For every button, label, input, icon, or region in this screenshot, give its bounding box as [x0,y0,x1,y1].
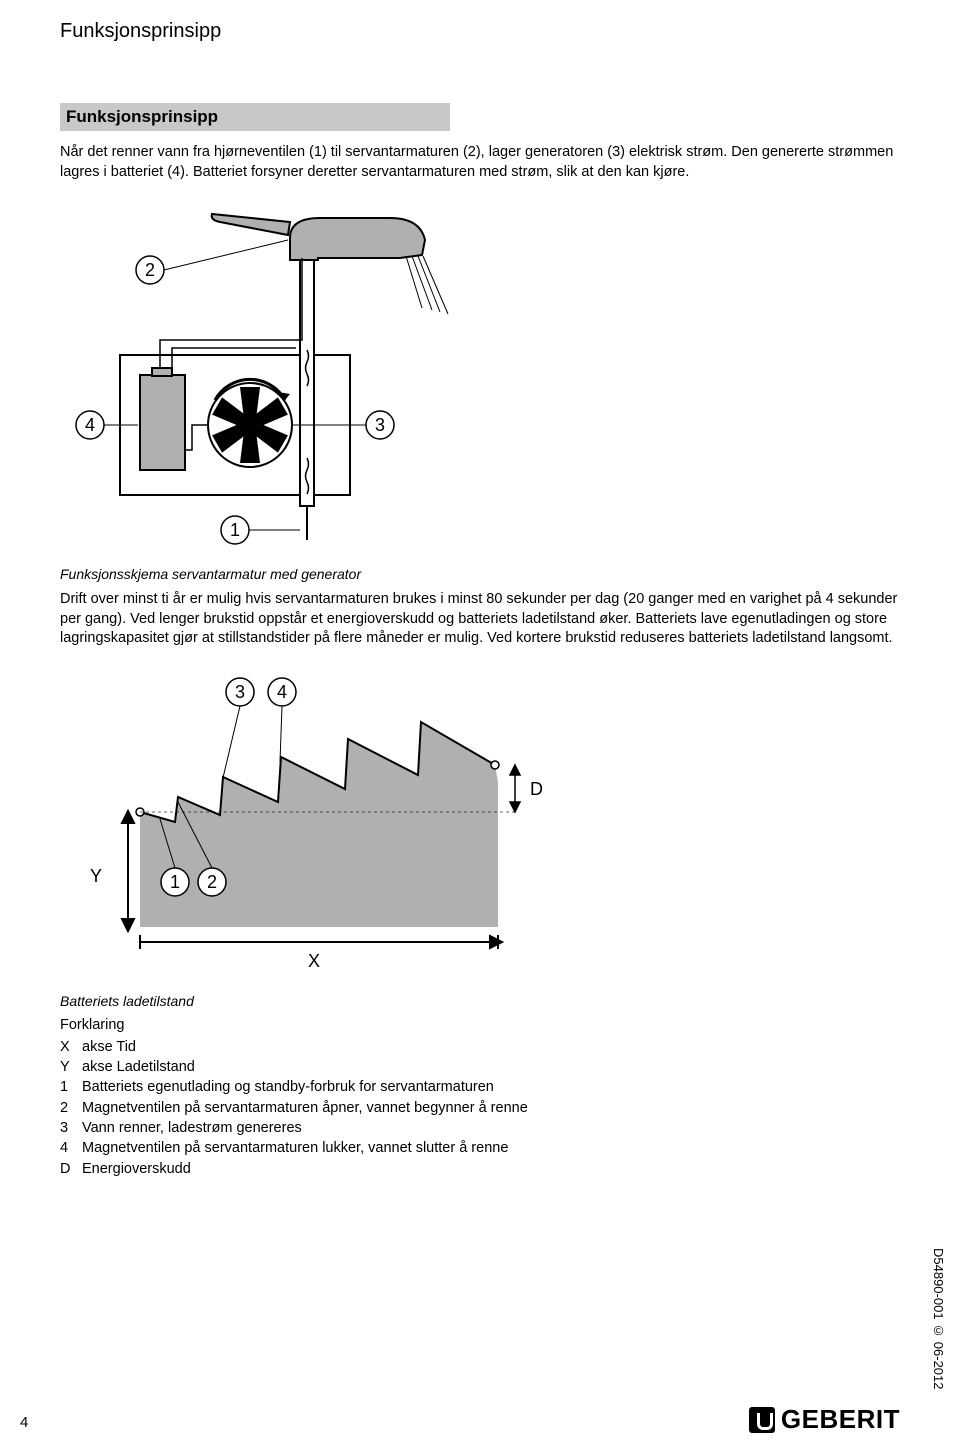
callout-4: 4 [85,415,95,435]
legend-val: Vann renner, ladestrøm genereres [82,1118,302,1138]
legend-row: 1Batteriets egenutlading og standby-forb… [60,1077,900,1097]
legend-val: Magnetventilen på servantarmaturen åpner… [82,1098,528,1118]
legend-row: 2Magnetventilen på servantarmaturen åpne… [60,1098,900,1118]
callout-2: 2 [145,260,155,280]
figure-generator-schematic: 2 4 3 1 [60,200,900,560]
page-number: 4 [20,1414,28,1431]
f2-callout-2: 2 [207,872,217,892]
section-header: Funksjonsprinsipp [60,103,450,131]
legend-key: 3 [60,1118,82,1138]
figure2-caption: Batteriets ladetilstand [60,993,900,1009]
callout-1: 1 [230,520,240,540]
legend-key: 1 [60,1077,82,1097]
label-d: D [530,779,543,799]
legend-title: Forklaring [60,1017,900,1033]
legend-val: akse Tid [82,1037,136,1057]
legend-val: Magnetventilen på servantarmaturen lukke… [82,1138,508,1158]
page-title: Funksjonsprinsipp [60,20,900,43]
brand-text: GEBERIT [781,1404,900,1435]
legend-row: Xakse Tid [60,1037,900,1057]
doc-id: D54890-001 © 06-2012 [931,1248,946,1390]
legend-list: Xakse Tid Yakse Ladetilstand 1Batteriets… [60,1037,900,1179]
charge-svg: D Y X 3 4 1 2 [60,667,560,987]
paragraph-2: Drift over minst ti år er mulig hvis ser… [60,590,900,649]
legend-key: Y [60,1057,82,1077]
figure1-caption: Funksjonsskjema servantarmatur med gener… [60,566,900,582]
legend-row: 3Vann renner, ladestrøm genereres [60,1118,900,1138]
legend-val: akse Ladetilstand [82,1057,195,1077]
f2-callout-3: 3 [235,682,245,702]
legend-val: Energioverskudd [82,1159,191,1179]
legend-row: Yakse Ladetilstand [60,1057,900,1077]
brand-logo: GEBERIT [749,1404,900,1435]
f2-callout-1: 1 [170,872,180,892]
legend-key: 2 [60,1098,82,1118]
legend-key: X [60,1037,82,1057]
label-x: X [308,951,320,971]
legend-row: 4Magnetventilen på servantarmaturen lukk… [60,1138,900,1158]
legend-key: D [60,1159,82,1179]
callout-3: 3 [375,415,385,435]
schematic-svg: 2 4 3 1 [60,200,480,560]
legend-row: DEnergioverskudd [60,1159,900,1179]
label-y: Y [90,866,102,886]
brand-mark-icon [749,1407,775,1433]
intro-paragraph: Når det renner vann fra hjørneventilen (… [60,143,900,182]
f2-callout-4: 4 [277,682,287,702]
legend-key: 4 [60,1138,82,1158]
figure-charge-state: D Y X 3 4 1 2 [60,667,900,987]
legend-val: Batteriets egenutlading og standby-forbr… [82,1077,494,1097]
